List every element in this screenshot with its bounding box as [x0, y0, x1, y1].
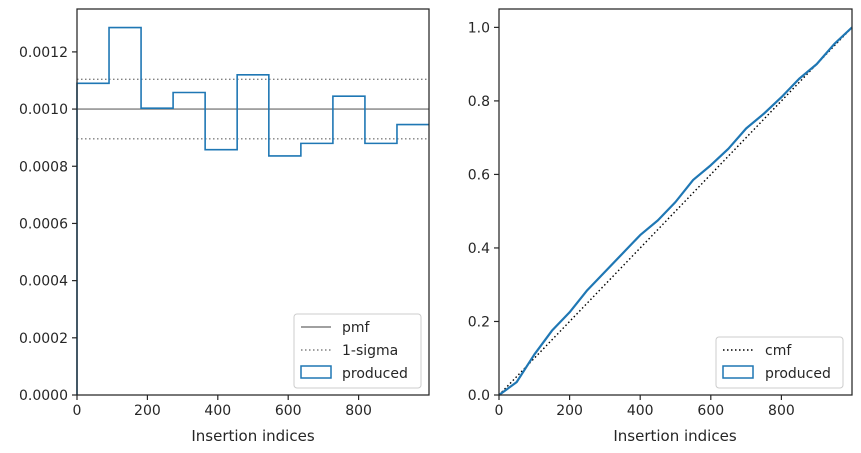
x-tick-label: 400 — [204, 403, 231, 419]
legend-produced-label-right: produced — [765, 366, 831, 382]
left-x-ticks: 0 200 400 600 800 — [73, 395, 372, 419]
legend-produced-swatch-right — [722, 365, 754, 379]
right-x-axis-label: Insertion indices — [613, 427, 736, 445]
y-tick-label: 0.0 — [468, 388, 490, 404]
left-produced-series — [76, 26, 429, 395]
y-tick-label: 0.0012 — [19, 45, 68, 61]
x-tick-label: 800 — [345, 403, 372, 419]
x-tick-label: 200 — [134, 403, 161, 419]
produced-cumulative-line — [498, 26, 853, 396]
y-tick-label: 0.0006 — [19, 216, 68, 232]
cmf-line — [498, 26, 853, 396]
right-legend: cmf produced — [715, 336, 844, 389]
x-tick-label: 800 — [768, 403, 795, 419]
legend-sigma-label: 1-sigma — [342, 343, 398, 359]
right-cmf-line — [498, 26, 853, 396]
y-tick-label: 0.8 — [468, 94, 490, 110]
right-y-ticks: 0.0 0.2 0.4 0.6 0.8 1.0 — [468, 20, 499, 404]
legend-cmf-label: cmf — [765, 343, 792, 359]
y-tick-label: 0.2 — [468, 314, 490, 330]
y-tick-label: 0.0010 — [19, 102, 68, 118]
left-x-axis-label: Insertion indices — [191, 427, 314, 445]
left-legend: pmf 1-sigma produced — [293, 313, 422, 389]
y-tick-label: 0.0004 — [19, 274, 68, 290]
x-tick-label: 600 — [697, 403, 724, 419]
axes-frame-right — [498, 8, 853, 396]
x-tick-label: 0 — [73, 403, 82, 419]
y-tick-label: 0.0002 — [19, 331, 68, 347]
legend-produced-swatch — [300, 365, 332, 379]
y-tick-label: 1.0 — [468, 20, 490, 36]
right-x-ticks: 0 200 400 600 800 — [495, 395, 795, 419]
legend-pmf-label: pmf — [342, 320, 371, 336]
right-produced-series — [498, 26, 853, 396]
y-tick-label: 0.0000 — [19, 388, 68, 404]
produced-histogram-step — [76, 26, 429, 395]
axes-frame-left — [76, 8, 430, 396]
left-y-ticks: 0.0000 0.0002 0.0004 0.0006 0.0008 0.0010 0.00… — [19, 45, 77, 404]
x-tick-label: 600 — [275, 403, 302, 419]
y-tick-label: 0.4 — [468, 241, 490, 257]
y-tick-label: 0.6 — [468, 167, 490, 183]
legend-produced-label: produced — [342, 366, 408, 382]
histogram-panel: 0 200 400 600 800 0.00000.00020.00040.00060.… — [19, 8, 430, 445]
x-tick-label: 200 — [556, 403, 583, 419]
cumulative-panel: 0 200 400 600 800 0.0 0.2 0.4 0.6 0.8 1.0 Inserti… — [468, 8, 853, 445]
y-tick-label: 0.0008 — [19, 159, 68, 175]
x-tick-label: 0 — [495, 403, 504, 419]
left-reference-lines — [77, 78, 429, 140]
left-legend-box — [293, 313, 422, 389]
x-tick-label: 400 — [627, 403, 654, 419]
